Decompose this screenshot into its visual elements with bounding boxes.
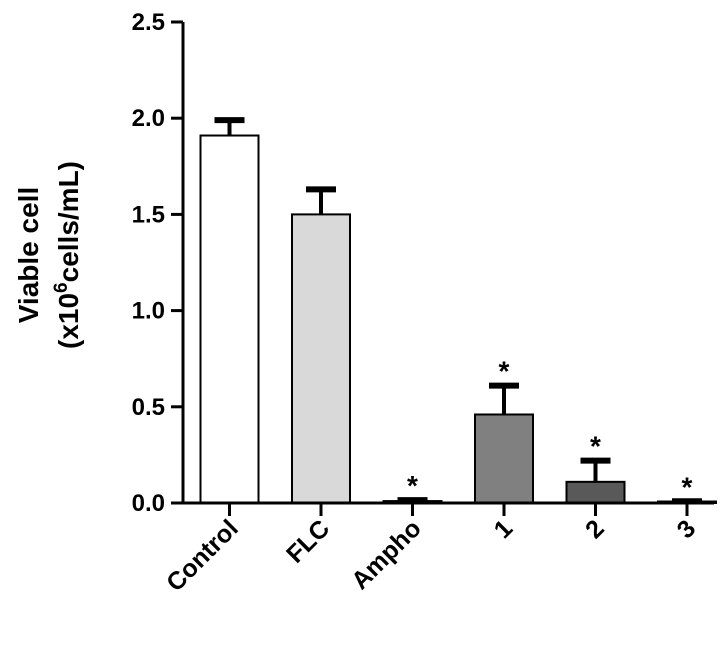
significance-marker-2: * [590, 431, 601, 462]
y-tick-label: 0.0 [132, 490, 165, 517]
y-axis-label-exponent: 6 [51, 282, 72, 293]
y-axis-label-line1: Viable cell [13, 187, 44, 323]
significance-marker-1: * [499, 356, 510, 387]
y-axis: 0.0 0.5 1.0 1.5 2.0 2.5 [132, 9, 185, 517]
y-tick-label: 2.5 [132, 9, 165, 36]
significance-marker-Ampho: * [407, 470, 418, 501]
bar-Control [199, 134, 260, 505]
x-tick-label-Control: Control [161, 514, 244, 597]
y-axis-label-unit-suffix: cells/mL) [53, 161, 84, 282]
x-tick-label-1: 1 [489, 514, 519, 544]
x-axis: Control FLC Ampho 1 2 3 [161, 501, 714, 597]
y-tick-label: 1.0 [132, 298, 165, 325]
x-tick-label-2: 2 [580, 514, 610, 544]
bar-1 [474, 413, 534, 504]
bar-2 [565, 480, 626, 504]
y-tick-label: 0.5 [132, 394, 165, 421]
x-tick-label-Ampho: Ampho [346, 514, 427, 595]
y-axis-label-line2: (x106cells/mL) [51, 161, 84, 349]
x-tick-label-FLC: FLC [281, 514, 335, 568]
bar-FLC [291, 213, 351, 504]
significance-marker-3: * [682, 471, 693, 502]
y-axis-label-unit-prefix: (x10 [53, 293, 84, 349]
x-tick-label-3: 3 [672, 514, 702, 544]
bars: * * * * [199, 117, 717, 505]
y-tick-label: 1.5 [132, 201, 165, 228]
y-tick-label: 2.0 [132, 105, 165, 132]
